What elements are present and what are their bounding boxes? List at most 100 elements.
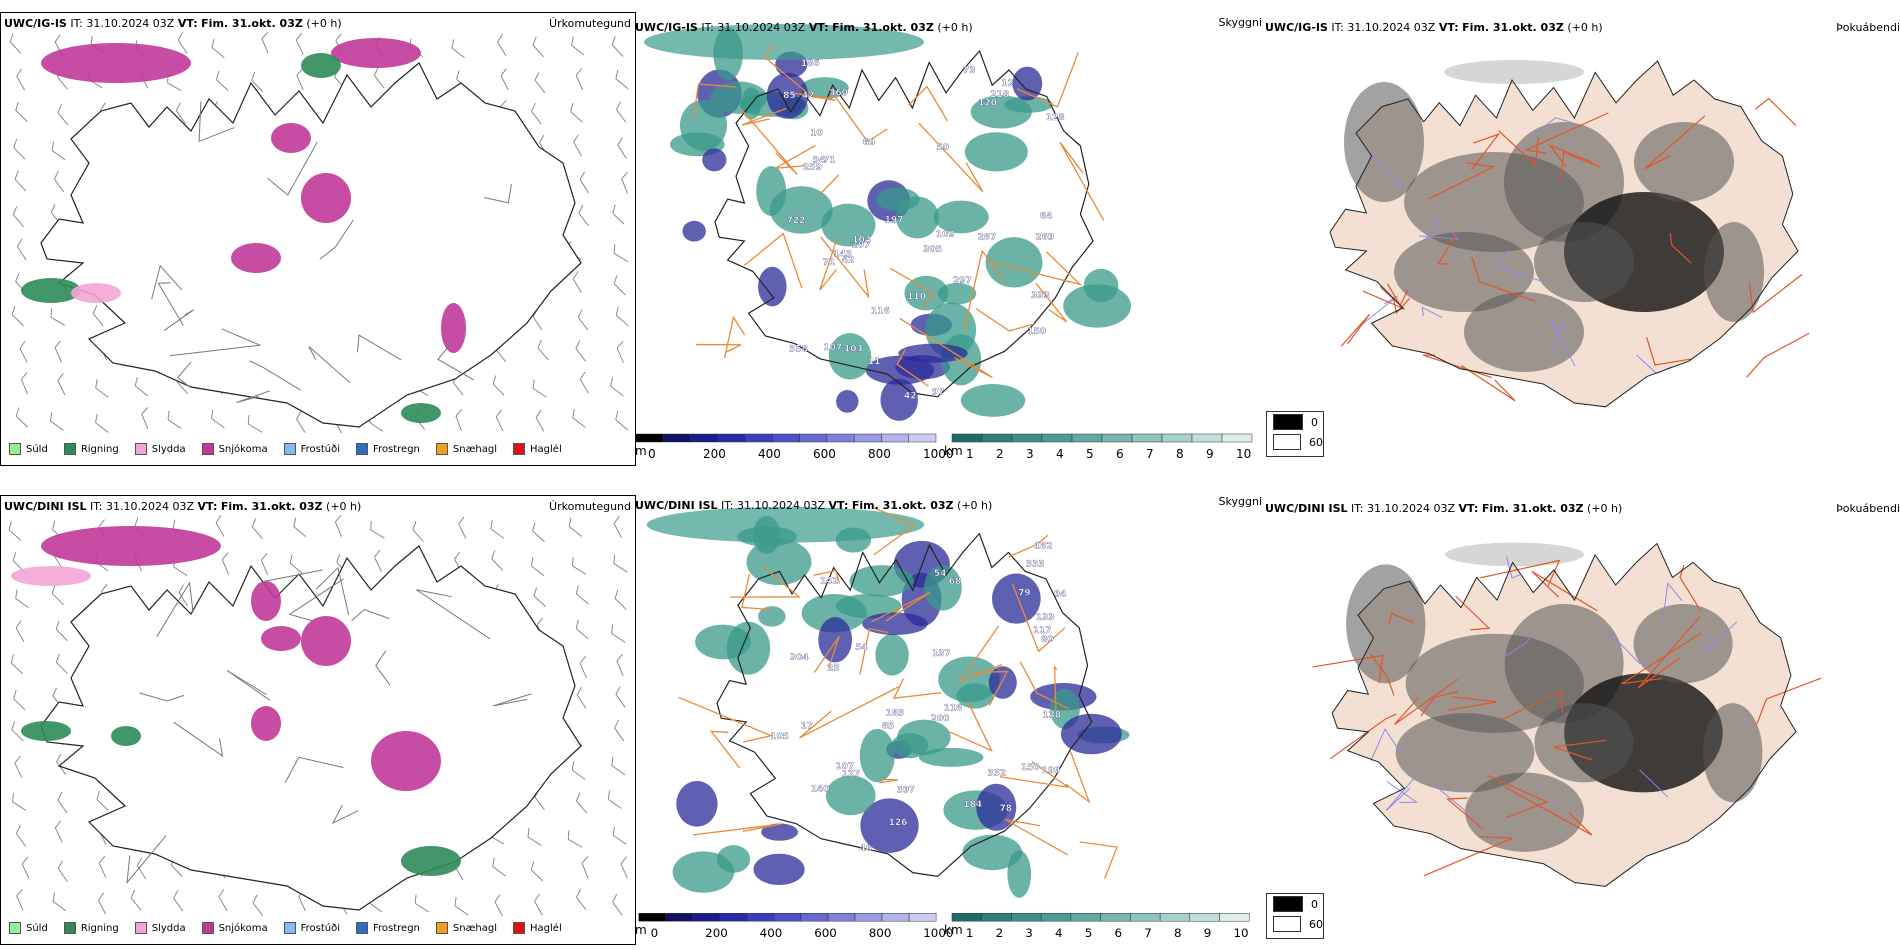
fog-legend-swatch bbox=[1273, 896, 1303, 912]
wind-barb-icon bbox=[611, 624, 626, 643]
fog-map-1 bbox=[1329, 60, 1810, 408]
wind-barb-icon bbox=[251, 71, 264, 93]
river bbox=[1421, 306, 1443, 319]
road bbox=[899, 317, 993, 379]
cloud-area bbox=[758, 266, 787, 307]
visibility-tick: 6 bbox=[1115, 926, 1123, 940]
cloud-base-value: 110 bbox=[907, 292, 926, 302]
legend-swatch bbox=[356, 443, 368, 455]
cloud-base-value: 117 bbox=[1033, 626, 1052, 636]
wind-barb-icon bbox=[537, 339, 550, 361]
visibility-tick: 2 bbox=[996, 926, 1004, 940]
fog-legend-value: 0 bbox=[1311, 415, 1318, 429]
cloud-base-swatch bbox=[690, 433, 719, 443]
precip-area bbox=[71, 283, 121, 303]
cloud-area bbox=[825, 775, 876, 816]
visibility-tick: 8 bbox=[1176, 447, 1184, 461]
cloud-area bbox=[898, 343, 968, 363]
precip-legend: Súld Rigning Slydda Snjókoma Frostúði Frostre… bbox=[9, 922, 562, 934]
road bbox=[1638, 616, 1701, 689]
road-network bbox=[151, 101, 512, 403]
cloud-areas bbox=[646, 506, 1130, 898]
precip-area bbox=[41, 526, 221, 566]
wind-barb-icon bbox=[575, 340, 587, 362]
road bbox=[896, 348, 929, 387]
wind-barb-icon bbox=[260, 552, 268, 575]
wind-barb-icon bbox=[534, 72, 546, 94]
wind-barb-icon bbox=[370, 521, 385, 539]
precip-area bbox=[301, 53, 341, 78]
river bbox=[1704, 621, 1738, 653]
cloud-base-value: 116 bbox=[871, 306, 890, 316]
road bbox=[987, 251, 1083, 286]
precip-area bbox=[261, 626, 301, 651]
fog-legend-swatch bbox=[1273, 434, 1301, 450]
legend-item: Frostúði bbox=[283, 443, 340, 455]
wind-barb-icon bbox=[577, 309, 589, 331]
visibility-swatch bbox=[1130, 913, 1161, 922]
cloud-base-value: 182 bbox=[1034, 542, 1053, 552]
cloud-base-value: 358 bbox=[789, 344, 808, 354]
cloud-base-swatch bbox=[663, 433, 691, 443]
iceland-coastline bbox=[1329, 60, 1799, 408]
cloud-area bbox=[859, 728, 895, 783]
legend-swatch bbox=[134, 443, 147, 455]
fog-area bbox=[1702, 703, 1763, 803]
wind-barb-icon bbox=[492, 375, 505, 396]
road bbox=[139, 692, 185, 702]
wind-barb-icon bbox=[57, 860, 68, 882]
river bbox=[1530, 117, 1574, 137]
wind-barb-icon bbox=[177, 32, 188, 54]
fog-area bbox=[1395, 713, 1535, 793]
cloud-base-unit: m bbox=[635, 444, 647, 458]
fog-area bbox=[1633, 604, 1733, 684]
cloud-base-value: 103 bbox=[844, 345, 863, 355]
panel-type-label: Skyggni bbox=[1218, 495, 1262, 508]
cloud-base-swatch bbox=[746, 913, 775, 922]
wind-barb-icon bbox=[500, 68, 509, 91]
cloud-base-value: 107 bbox=[835, 762, 854, 772]
wind-barb-icon bbox=[570, 102, 583, 123]
legend-swatch bbox=[63, 922, 76, 934]
wind-barb-icon bbox=[19, 340, 28, 363]
precip-area bbox=[331, 38, 421, 68]
river bbox=[1553, 316, 1569, 353]
visibility-tick: 4 bbox=[1056, 447, 1064, 461]
cloud-area bbox=[1012, 66, 1043, 101]
road bbox=[999, 761, 1069, 788]
road bbox=[1423, 835, 1513, 877]
wind-barb-icon bbox=[13, 690, 26, 711]
wind-barb-icon bbox=[20, 372, 29, 395]
cloud-base-value: 85 bbox=[783, 91, 796, 101]
cloud-area bbox=[676, 781, 718, 827]
cloud-area bbox=[904, 275, 949, 311]
cloud-base-swatch bbox=[853, 433, 882, 443]
iceland-coastline bbox=[714, 49, 1094, 398]
cloud-map-2: 1331171841823331371421831181992005446688… bbox=[638, 506, 1250, 940]
precip-area bbox=[401, 846, 461, 876]
visibility-swatch bbox=[1041, 433, 1073, 443]
wind-barb-icon bbox=[373, 67, 385, 89]
road bbox=[1621, 632, 1702, 685]
legend-item: Snjókoma bbox=[201, 443, 268, 455]
precip-map-1 bbox=[9, 31, 629, 434]
cloud-area bbox=[746, 538, 812, 586]
cloud-area bbox=[1083, 268, 1119, 303]
wind-barb-icon bbox=[412, 521, 424, 542]
visibility-tick: 7 bbox=[1146, 447, 1154, 461]
visibility-unit: km bbox=[944, 923, 963, 937]
visibility-tick: 9 bbox=[1206, 447, 1214, 461]
cloud-base-value: 397 bbox=[897, 786, 916, 796]
road bbox=[375, 650, 391, 686]
cloud-area bbox=[925, 302, 977, 358]
wind-barb-icon bbox=[579, 371, 589, 394]
cloud-area bbox=[976, 783, 1017, 831]
road bbox=[1340, 313, 1371, 347]
road bbox=[1471, 256, 1536, 302]
wind-barb-icon bbox=[15, 407, 28, 428]
road bbox=[1679, 564, 1701, 611]
cloud-colorbars: 0 200 400 600 800 1000 1 2 3 4 5 6 7 8 9 10 bbox=[635, 433, 1253, 461]
legend-item: Slydda bbox=[134, 443, 186, 455]
visibility-swatch bbox=[1219, 913, 1250, 922]
legend-label: Rigning bbox=[80, 922, 119, 934]
